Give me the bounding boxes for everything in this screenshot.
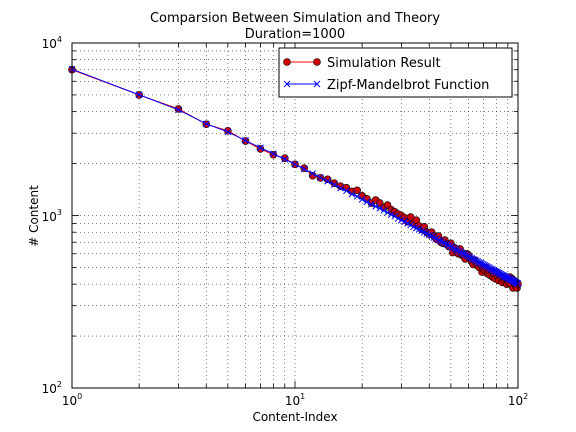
zipf-point-51 <box>449 244 457 252</box>
zipf-point-24 <box>376 205 384 212</box>
legend-box <box>278 47 513 98</box>
zipf-point-59 <box>463 252 471 259</box>
legend-marker-zipf-mandelbrot <box>283 80 291 88</box>
zipf-point-27 <box>387 211 395 219</box>
y-tick-label-1000: 103 <box>42 208 62 224</box>
zipf-point-9 <box>281 155 289 163</box>
zipf-point-23 <box>372 202 380 210</box>
zipf-point-28 <box>391 212 399 220</box>
zipf-point-57 <box>460 250 467 258</box>
zipf-point-3 <box>175 106 182 114</box>
zipf-point-12 <box>309 170 317 177</box>
zipf-point-17 <box>343 187 350 195</box>
zipf-point-13 <box>317 174 324 181</box>
zipf-point-29 <box>394 215 402 222</box>
zipf-point-10 <box>291 160 299 168</box>
zipf-point-25 <box>380 207 388 214</box>
zipf-point-52 <box>451 245 459 253</box>
zipf-point-19 <box>353 193 361 200</box>
x-tick-label-1: 100 <box>62 392 82 408</box>
series-markers-zipf-mandelbrot <box>68 65 522 287</box>
zipf-point-53 <box>453 246 460 254</box>
zipf-point-50 <box>447 243 455 250</box>
zipf-point-30 <box>398 216 405 224</box>
zipf-point-6 <box>242 137 249 144</box>
zipf-point-16 <box>337 184 344 192</box>
legend-label-zipf-mandelbrot: Zipf-Mandelbrot Function <box>327 78 489 93</box>
zipf-point-20 <box>358 196 366 203</box>
zipf-point-48 <box>443 241 451 248</box>
zipf-point-49 <box>445 242 453 249</box>
zipf-point-2 <box>135 91 143 99</box>
x-tick-label-100: 102 <box>508 392 528 408</box>
zipf-point-7 <box>257 144 264 152</box>
zipf-point-5 <box>224 128 232 136</box>
zipf-point-8 <box>270 150 277 158</box>
legend-marker-simulation-result <box>283 58 291 66</box>
grid-lines <box>72 43 518 388</box>
series-layer <box>68 65 522 292</box>
zipf-point-21 <box>363 198 371 206</box>
legend-marker-simulation-result-end <box>313 58 321 66</box>
zipf-point-45 <box>437 237 445 245</box>
zipf-point-22 <box>368 201 375 208</box>
chart-subtitle: Duration=1000 <box>245 27 345 42</box>
zipf-point-54 <box>454 247 462 255</box>
zipf-point-58 <box>461 251 469 259</box>
zipf-point-26 <box>384 209 391 216</box>
zipf-point-46 <box>439 238 447 246</box>
zipf-point-47 <box>441 239 449 247</box>
zipf-point-42 <box>430 234 438 241</box>
simulation-point-19 <box>353 186 361 195</box>
zipf-point-44 <box>435 236 442 244</box>
y-tick-label-100: 102 <box>42 380 62 396</box>
legend-label-simulation-result: Simulation Result <box>327 56 441 71</box>
x-axis-label: Content-Index <box>252 410 337 424</box>
legend-marker-zipf-mandelbrot-end <box>313 80 321 88</box>
zipf-point-56 <box>458 249 466 257</box>
y-axis-label: # Content <box>27 185 41 247</box>
zipf-point-14 <box>324 177 331 185</box>
zipf-point-31 <box>401 218 408 226</box>
zipf-point-15 <box>330 181 338 188</box>
legend: Simulation Result Zipf-Mandelbrot Functi… <box>278 47 513 98</box>
plot-frame <box>71 42 519 389</box>
tick-labels: 100 101 102 102 103 104 <box>42 35 529 408</box>
chart-title: Comparsion Between Simulation and Theory <box>150 11 440 26</box>
y-tick-label-10000: 104 <box>42 35 62 51</box>
x-tick-label-10: 101 <box>285 392 305 408</box>
zipf-point-4 <box>202 120 210 128</box>
zipf-point-11 <box>300 165 308 173</box>
zipf-point-18 <box>348 190 356 198</box>
zipf-point-55 <box>456 248 464 256</box>
